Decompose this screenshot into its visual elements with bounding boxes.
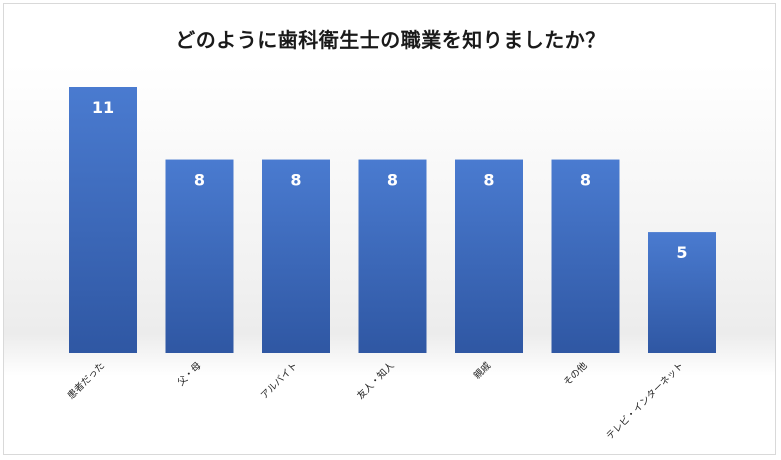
bar-5: [551, 159, 620, 353]
bar-0: [69, 87, 137, 353]
x-tick-label-5: その他: [561, 359, 590, 388]
data-label-1: 8: [194, 171, 205, 190]
data-label-4: 8: [483, 171, 494, 190]
x-tick-label-0: 患者だった: [65, 360, 107, 402]
bar-3: [358, 159, 427, 353]
bar-4: [455, 159, 523, 353]
x-tick-label-1: 父・母: [176, 360, 204, 388]
x-tick-label-2: アルバイト: [259, 360, 300, 401]
x-tick-label-3: 友人・知人: [355, 359, 397, 401]
bar-1: [165, 159, 234, 353]
data-label-2: 8: [290, 171, 301, 190]
data-label-6: 5: [676, 243, 687, 262]
data-label-0: 11: [92, 98, 114, 117]
data-label-5: 8: [580, 171, 591, 190]
x-tick-label-6: テレビ・インターネット: [604, 360, 686, 442]
chart-title: どのように歯科衛生士の職業を知りましたか？: [175, 28, 606, 52]
x-tick-label-4: 親戚: [471, 359, 493, 381]
bar-6: [648, 232, 716, 353]
data-label-3: 8: [387, 171, 398, 190]
bar-2: [262, 159, 330, 353]
